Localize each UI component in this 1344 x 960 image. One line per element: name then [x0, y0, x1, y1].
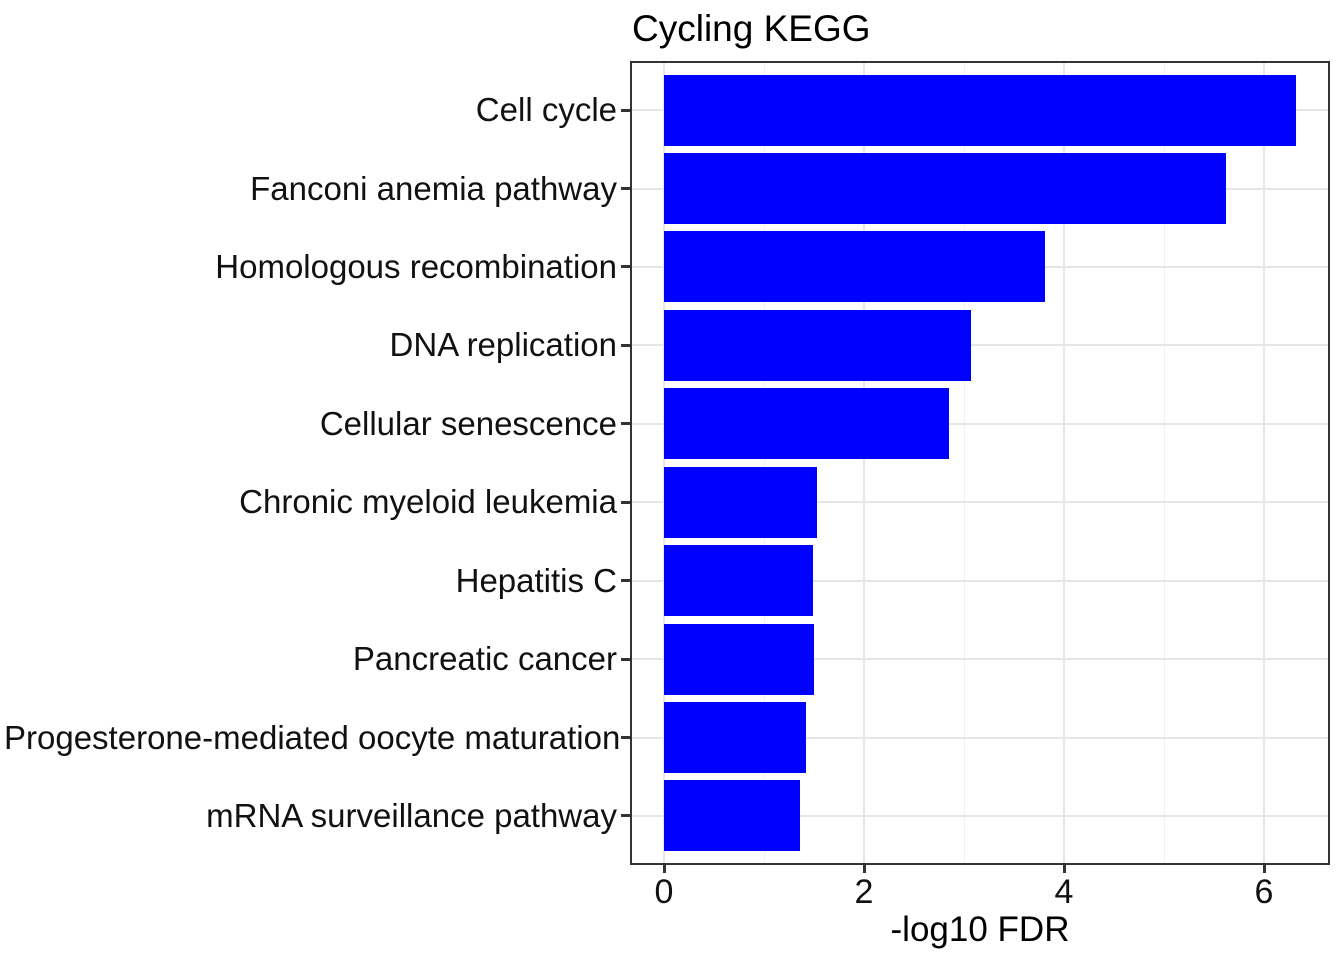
major-gridline-horizontal: [632, 736, 1328, 739]
minor-gridline-vertical: [1163, 63, 1165, 863]
y-axis-tick-mark: [621, 500, 631, 504]
bar: [664, 74, 1296, 146]
y-axis-label: Cellular senescence: [319, 404, 617, 442]
minor-gridline-vertical: [963, 63, 965, 863]
y-axis-tick-mark: [621, 108, 631, 112]
major-gridline-vertical: [1263, 63, 1265, 863]
x-axis-tick-label: 6: [1254, 873, 1274, 911]
y-axis-tick-mark: [621, 814, 631, 818]
y-axis-label: Homologous recombination: [215, 247, 617, 285]
bar: [664, 623, 814, 695]
bar: [664, 231, 1045, 303]
bar: [664, 388, 949, 460]
bar: [664, 780, 800, 852]
major-gridline-horizontal: [632, 579, 1328, 582]
x-axis-tick-mark: [1262, 863, 1266, 873]
y-axis-tick-mark: [621, 736, 631, 739]
y-axis-tick-mark: [621, 657, 631, 661]
bar: [664, 466, 817, 538]
x-axis-tick-label: 2: [854, 873, 874, 911]
y-axis-label: mRNA surveillance pathway: [206, 796, 617, 834]
major-gridline-horizontal: [632, 501, 1328, 504]
x-axis-tick-label: 4: [1054, 873, 1074, 911]
y-axis-label: DNA replication: [389, 326, 617, 364]
y-axis-tick-mark: [621, 187, 631, 190]
major-gridline-horizontal: [632, 814, 1328, 817]
y-axis-tick-mark: [621, 422, 631, 426]
x-axis-tick-label: 0: [654, 873, 674, 911]
y-axis-label: Hepatitis C: [455, 561, 617, 599]
y-axis-tick-mark: [621, 265, 631, 269]
major-gridline-horizontal: [632, 658, 1328, 661]
y-axis-label: Cell cycle: [475, 91, 617, 129]
x-axis-tick-mark: [1062, 863, 1066, 873]
x-axis-title: -log10 FDR: [890, 910, 1070, 949]
chart-title: Cycling KEGG: [632, 8, 871, 49]
bar: [664, 545, 813, 617]
major-gridline-vertical: [663, 63, 665, 863]
y-axis-label: Chronic myeloid leukemia: [239, 483, 617, 521]
bar: [664, 702, 806, 773]
major-gridline-horizontal: [632, 422, 1328, 425]
minor-gridline-vertical: [763, 63, 765, 863]
x-axis-tick-mark: [862, 863, 866, 873]
bar: [664, 309, 971, 381]
y-axis-tick-mark: [621, 343, 631, 347]
y-axis-label: Pancreatic cancer: [352, 640, 617, 678]
major-gridline-vertical: [1063, 63, 1065, 863]
y-axis-label: Progesterone-mediated oocyte maturation: [4, 718, 621, 756]
x-axis-tick-mark: [662, 863, 666, 873]
y-axis-label: Fanconi anemia pathway: [250, 169, 617, 207]
bar: [664, 153, 1226, 224]
major-gridline-horizontal: [632, 344, 1328, 347]
major-gridline-vertical: [863, 63, 865, 863]
y-axis-tick-mark: [621, 579, 631, 583]
plot-panel: [632, 63, 1328, 863]
